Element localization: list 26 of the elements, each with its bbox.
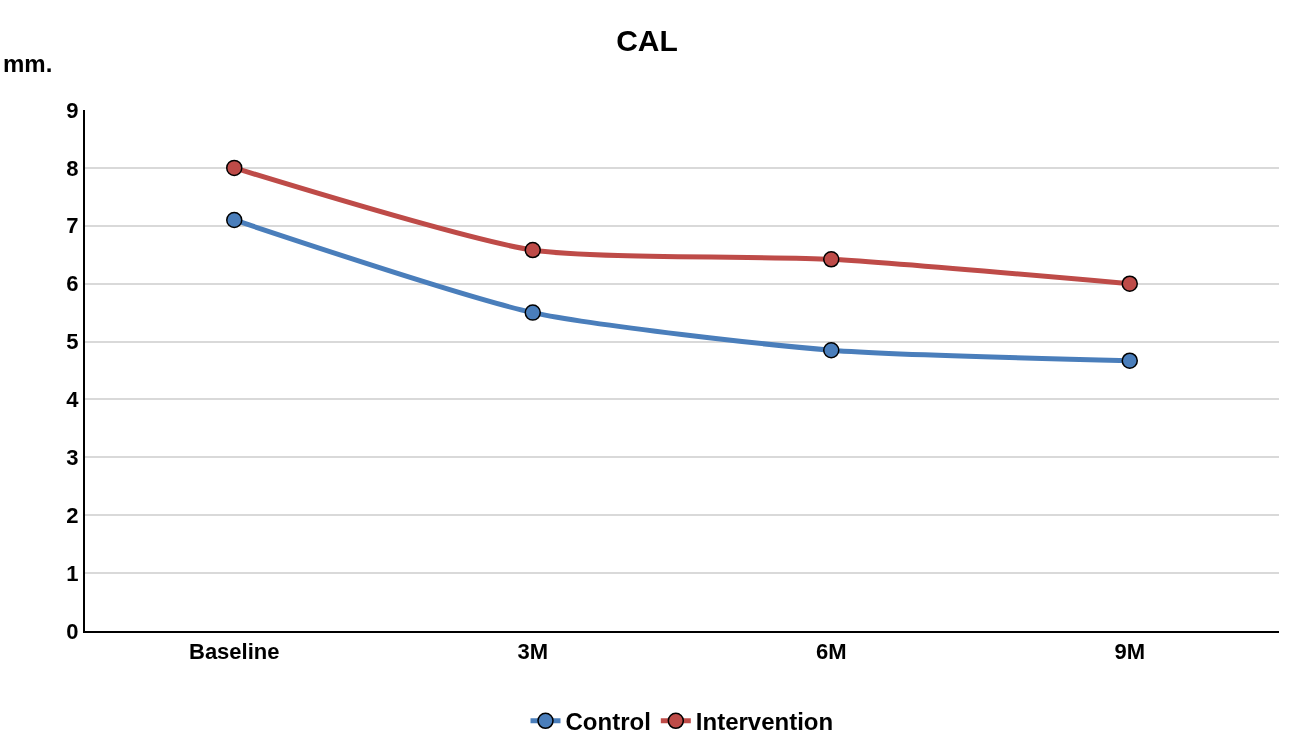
y-tick-label: 2	[66, 502, 79, 528]
y-tick-label: 9	[66, 97, 79, 123]
point	[823, 251, 840, 268]
legend-label: Intervention	[695, 708, 834, 736]
point	[524, 241, 541, 259]
x-tick-label: Baseline	[189, 639, 280, 665]
y-tick-label: 5	[66, 329, 79, 355]
point	[226, 159, 243, 177]
legend-label: Control	[565, 708, 651, 736]
y-tick-label: 4	[66, 387, 80, 413]
y-tick-label: 1	[66, 560, 79, 586]
point	[823, 341, 840, 359]
y-axis-title: mm.	[3, 50, 53, 77]
point	[226, 211, 243, 229]
y-tick-label: 8	[66, 155, 79, 181]
x-tick-label: 6M	[815, 639, 847, 665]
point	[1121, 275, 1138, 292]
y-tick-label: 7	[66, 213, 79, 239]
chart-title: CAL	[616, 24, 678, 58]
point	[1121, 352, 1138, 369]
y-tick-label: 0	[66, 618, 79, 644]
x-tick-label: 9M	[1114, 639, 1146, 665]
y-tick-label: 6	[66, 271, 79, 297]
x-tick-label: 3M	[517, 639, 549, 665]
y-tick-label: 3	[66, 445, 79, 471]
point	[524, 304, 541, 321]
